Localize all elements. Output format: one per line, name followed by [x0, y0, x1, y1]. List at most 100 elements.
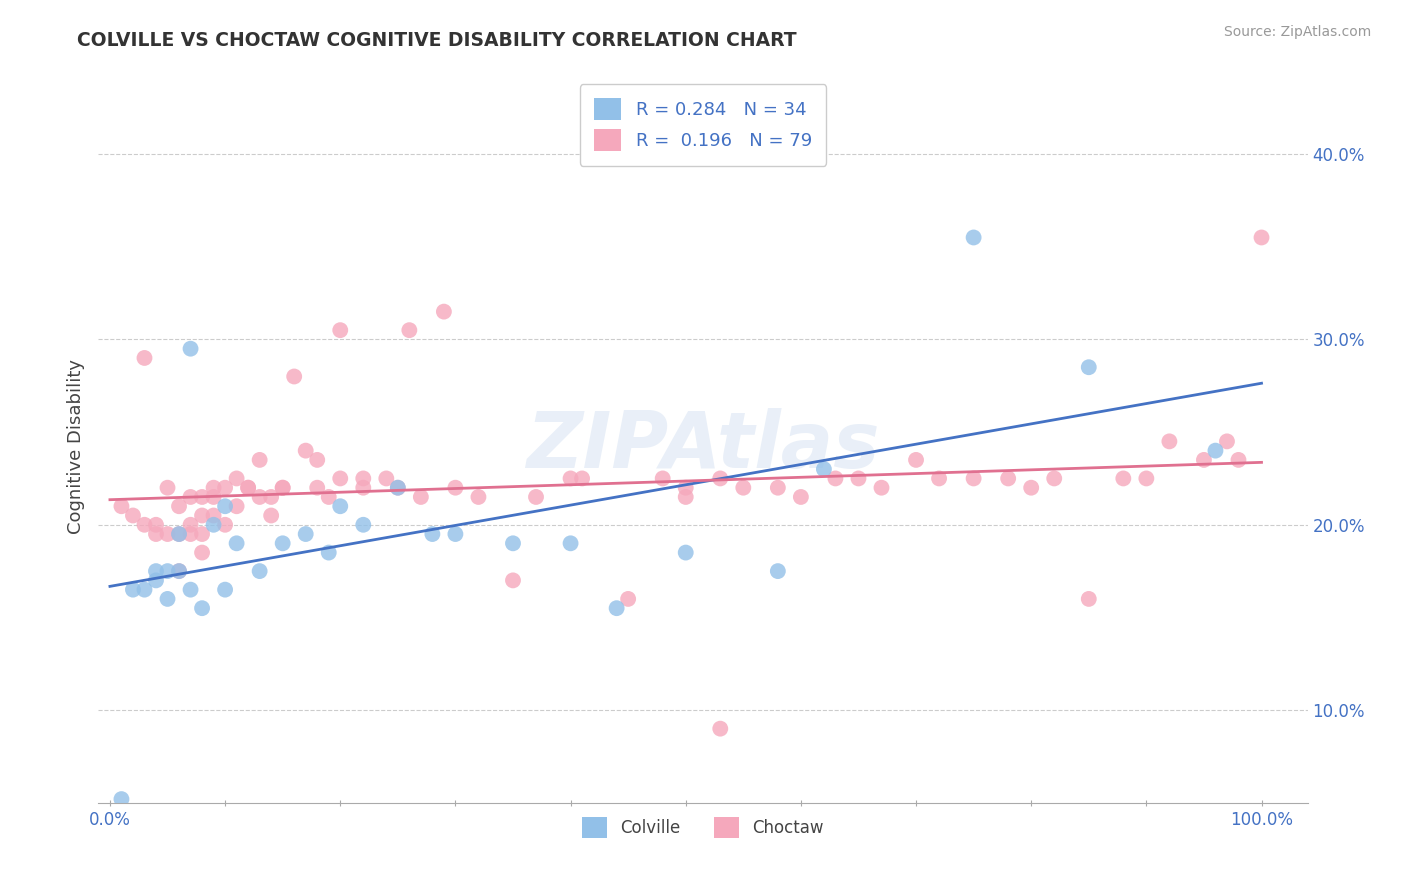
Point [214, 481, 236, 495]
Point [191, 527, 214, 541]
Text: Source: ZipAtlas.com: Source: ZipAtlas.com [1223, 25, 1371, 39]
Point [145, 527, 167, 541]
Point [1077, 591, 1099, 606]
Point [145, 564, 167, 578]
Point [467, 490, 489, 504]
Point [606, 601, 628, 615]
Point [214, 500, 236, 514]
Point [329, 471, 352, 485]
Point [409, 490, 432, 504]
Point [387, 481, 409, 495]
Point [260, 490, 283, 504]
Point [709, 471, 731, 485]
Point [962, 230, 984, 244]
Point [180, 342, 202, 356]
Point [375, 471, 398, 485]
Point [202, 508, 225, 523]
Y-axis label: Cognitive Disability: Cognitive Disability [66, 359, 84, 533]
Point [191, 601, 214, 615]
Point [1135, 471, 1157, 485]
Point [398, 323, 420, 337]
Point [329, 323, 352, 337]
Point [156, 564, 179, 578]
Point [766, 481, 789, 495]
Point [167, 564, 190, 578]
Point [318, 490, 340, 504]
Point [134, 582, 156, 597]
Point [307, 481, 329, 495]
Point [524, 490, 547, 504]
Point [294, 443, 316, 458]
Point [202, 490, 225, 504]
Point [122, 508, 145, 523]
Point [352, 517, 374, 532]
Point [249, 564, 271, 578]
Point [236, 481, 259, 495]
Point [848, 471, 870, 485]
Point [271, 536, 294, 550]
Point [167, 500, 190, 514]
Point [180, 490, 202, 504]
Point [444, 527, 467, 541]
Point [225, 500, 247, 514]
Point [145, 574, 167, 588]
Point [560, 471, 582, 485]
Point [191, 490, 214, 504]
Point [502, 574, 524, 588]
Point [1250, 230, 1272, 244]
Point [675, 545, 697, 559]
Point [502, 536, 524, 550]
Point [352, 481, 374, 495]
Point [134, 351, 156, 365]
Point [790, 490, 813, 504]
Point [307, 453, 329, 467]
Point [249, 453, 271, 467]
Point [733, 481, 755, 495]
Point [156, 591, 179, 606]
Point [329, 500, 352, 514]
Point [191, 508, 214, 523]
Point [271, 481, 294, 495]
Point [1227, 453, 1250, 467]
Point [617, 591, 640, 606]
Point [180, 527, 202, 541]
Point [1204, 443, 1226, 458]
Point [997, 471, 1019, 485]
Legend: Colville, Choctaw: Colville, Choctaw [575, 811, 831, 845]
Point [1019, 481, 1042, 495]
Point [824, 471, 846, 485]
Point [167, 527, 190, 541]
Point [214, 517, 236, 532]
Point [709, 722, 731, 736]
Point [202, 517, 225, 532]
Text: ZIPAtlas: ZIPAtlas [526, 408, 880, 484]
Point [928, 471, 950, 485]
Point [318, 545, 340, 559]
Point [283, 369, 305, 384]
Point [180, 517, 202, 532]
Point [675, 481, 697, 495]
Point [905, 453, 928, 467]
Point [675, 490, 697, 504]
Point [352, 471, 374, 485]
Point [214, 582, 236, 597]
Point [1192, 453, 1215, 467]
Point [110, 792, 132, 806]
Point [249, 490, 271, 504]
Point [422, 527, 444, 541]
Point [444, 481, 467, 495]
Point [1216, 434, 1239, 449]
Point [122, 582, 145, 597]
Point [260, 508, 283, 523]
Point [191, 545, 214, 559]
Point [1159, 434, 1181, 449]
Point [110, 500, 132, 514]
Point [962, 471, 984, 485]
Point [134, 517, 156, 532]
Point [156, 481, 179, 495]
Point [167, 564, 190, 578]
Text: COLVILLE VS CHOCTAW COGNITIVE DISABILITY CORRELATION CHART: COLVILLE VS CHOCTAW COGNITIVE DISABILITY… [77, 31, 797, 50]
Point [271, 481, 294, 495]
Point [1043, 471, 1066, 485]
Point [560, 536, 582, 550]
